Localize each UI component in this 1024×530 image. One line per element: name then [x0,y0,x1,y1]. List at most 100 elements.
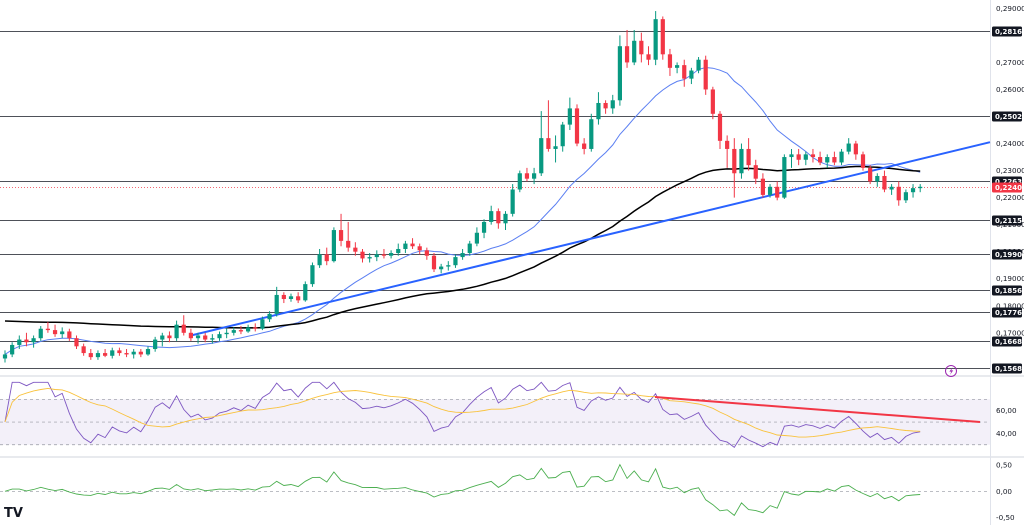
candle-body [424,250,429,256]
candle-body [703,59,708,90]
candle-body [918,186,923,189]
moving-averages [4,66,921,355]
candle-body [574,108,580,144]
candle-body [696,59,701,71]
level-badge: 0,28164 [992,26,1024,37]
candle-body [188,332,193,339]
candle-body [653,19,658,60]
candle-body [338,230,344,241]
candle-body [181,324,186,333]
candle-body [474,232,479,244]
candles [2,11,923,363]
candle-body [52,330,58,335]
candle-body [689,70,694,79]
candle-body [810,154,816,158]
candle-body [646,54,651,60]
rsi-tick-label: 60,00 [996,406,1017,415]
level-badge-bg [992,363,1022,374]
candle-body [174,324,179,339]
candle-body [832,157,837,163]
lightning-icon[interactable] [945,365,957,377]
candle-body [596,102,601,120]
level-badge: 0,21154 [992,215,1024,226]
candle-body [288,296,294,299]
candle-body [145,349,151,355]
level-badge-bg [992,336,1022,347]
candle-body [639,40,644,55]
level-badge-bg [992,285,1022,296]
price-tick-label: 0,29000 [996,4,1024,13]
tradingview-logo[interactable]: TV [4,506,23,521]
candle-body [67,331,72,339]
candle-body [431,255,437,270]
candle-body [360,251,365,259]
candle-body [246,327,251,332]
candle-body [281,294,286,299]
candle-body [95,353,101,358]
level-badge-label: 0,22401 [995,184,1024,192]
candle-body [324,254,329,262]
candle-body [195,335,201,339]
candle-body [396,248,401,254]
level-badge-bg [992,111,1022,122]
candle-body [231,330,236,333]
candle-body [853,143,858,155]
level-badge-bg [992,307,1022,318]
candle-body [274,294,279,314]
candle-body [346,240,351,248]
candle-body [503,213,508,224]
candle-body [789,154,794,158]
candle-body [81,346,86,354]
candle-body [882,175,887,190]
candle-body [732,148,737,174]
candle-body [875,175,880,182]
candle-body [632,40,637,63]
level-badge: 0,25025 [992,111,1024,122]
candle-body [367,257,372,259]
candle-body [889,186,894,190]
oscillator-line [4,463,921,517]
candle-body [103,353,108,356]
candle-body [539,138,544,174]
candle-body [782,157,787,198]
price-tick-label: 0,17000 [996,328,1024,337]
rsi-signal-line [4,387,921,438]
horizontal-levels [0,31,990,369]
candle-body [760,178,765,195]
candle-body [546,138,551,149]
level-badges: 0,28164 0,25025 0,22632 0,21154 0,19909 0,185… [992,26,1024,374]
candle-body [210,338,215,340]
candle-body [296,296,301,301]
candle-body [253,327,258,329]
candle-body [417,246,422,251]
candle-body [310,265,315,285]
level-badge-label: 0,15680 [995,365,1024,373]
candle-body [725,140,730,149]
candle-body [446,265,451,267]
level-badge-bg [992,249,1022,260]
candle-body [746,148,751,166]
candle-body [675,65,680,68]
candle-body [868,167,873,182]
candle-body [603,102,608,109]
candle-body [31,338,36,343]
candle-body [567,108,572,125]
moving-average-long [4,165,921,329]
candle-body [124,353,129,355]
candle-body [846,143,851,152]
candle-body [403,243,408,249]
candle-body [38,328,43,339]
candle-body [260,319,265,329]
candle-body [160,335,165,340]
candle-body [753,165,758,179]
price-tick-label: 0,26000 [996,85,1024,94]
level-badge: 0,17766 [992,307,1024,318]
price-trendline [190,141,991,337]
candle-body [331,230,336,262]
price-tick-label: 0,24000 [996,139,1024,148]
candle-body [682,65,687,79]
candle-body [624,46,630,63]
